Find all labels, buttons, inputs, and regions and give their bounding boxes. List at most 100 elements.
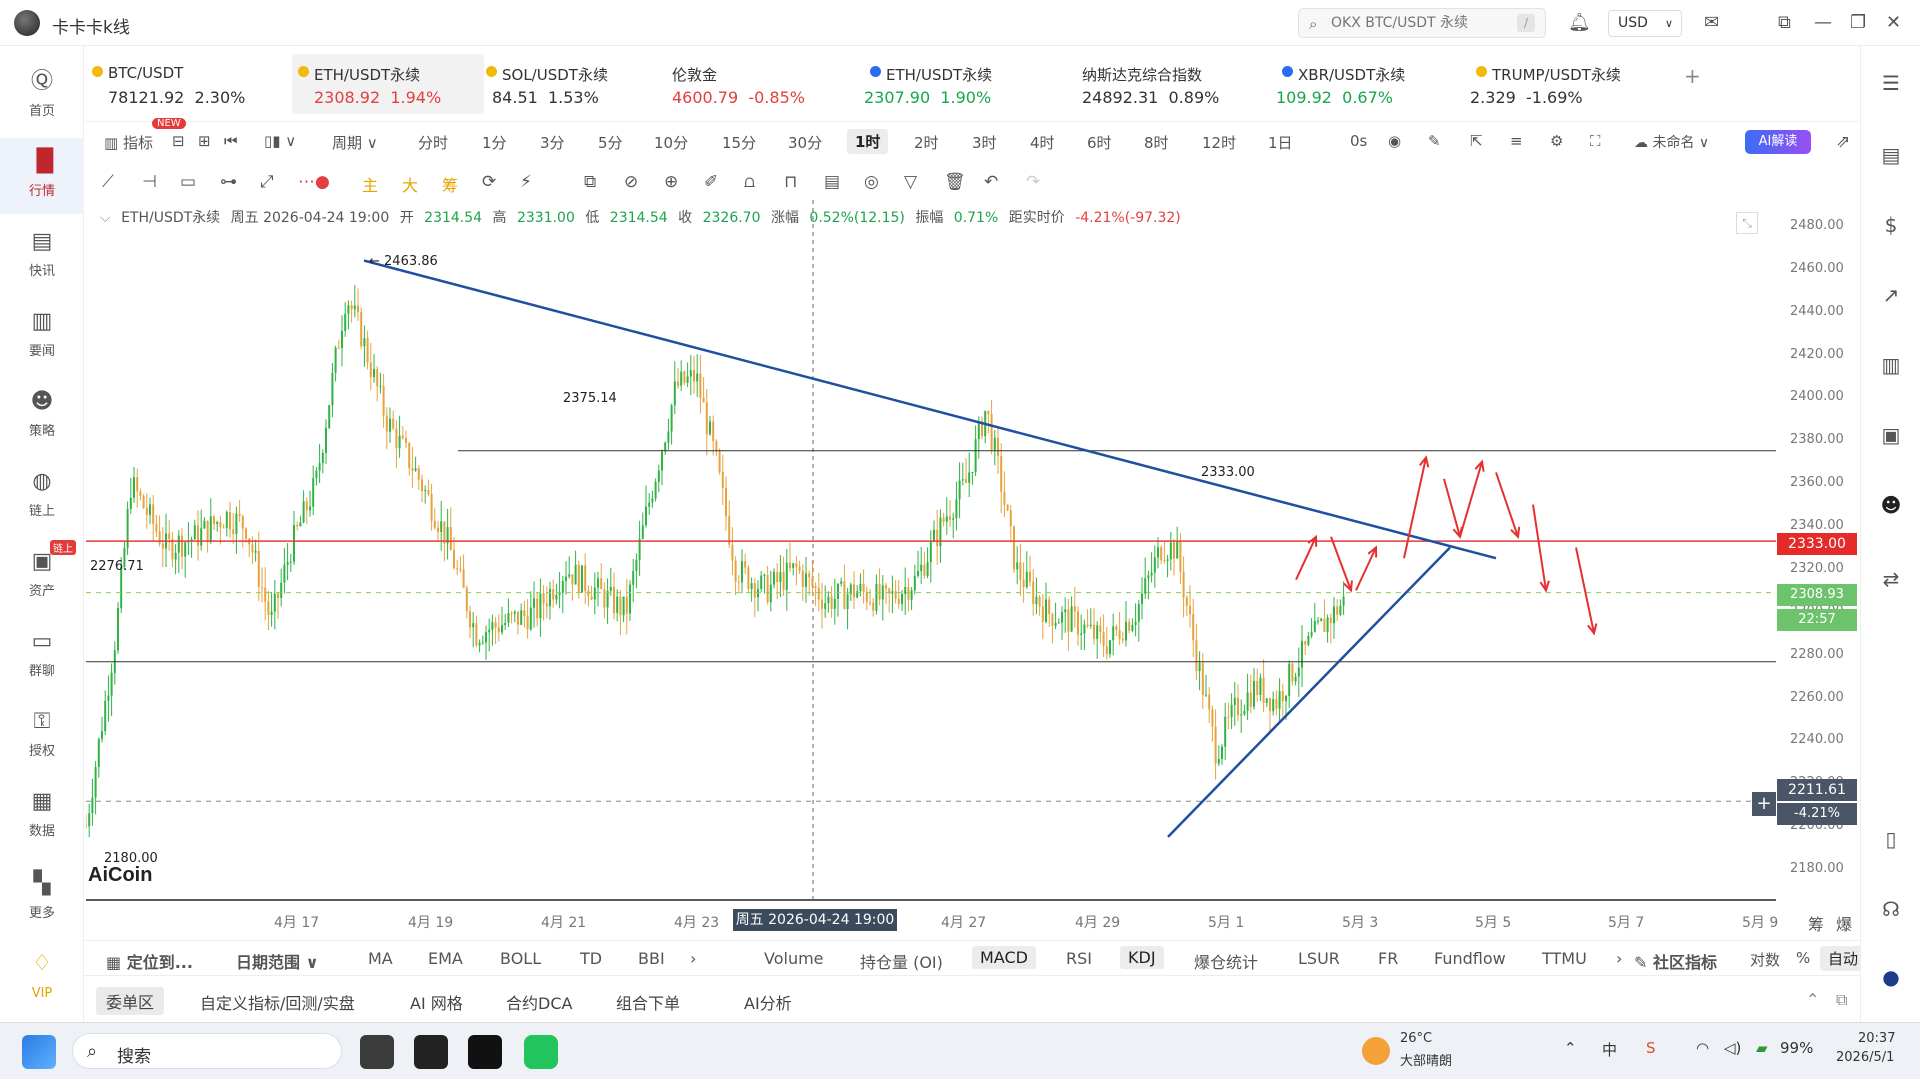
ind-rsi[interactable]: RSI [1066,949,1092,968]
main-chip-tool[interactable]: 主 [362,176,379,195]
tf-15m[interactable]: 15分 [722,134,757,152]
tab-ai-analysis[interactable]: AI分析 [744,994,792,1013]
ind-liquidation[interactable]: 爆仓统计 [1194,953,1259,972]
tf-2h[interactable]: 2时 [914,134,939,152]
tf-3m[interactable]: 3分 [540,134,565,152]
layout-name-dropdown[interactable]: ☁ 未命名 ∨ [1634,135,1710,151]
notes-icon[interactable]: ▤ [1881,143,1901,167]
line-tool-icon[interactable]: ⟋ [102,172,114,192]
chevron-up-icon[interactable]: ⌃ [1564,1039,1577,1057]
tf-1h[interactable]: 1时 [847,129,889,154]
ind-td[interactable]: TD [580,949,603,968]
taskbar-search[interactable]: ⌕ 搜索 [72,1033,342,1069]
arrow-tool-icon[interactable]: ⤢ [260,172,274,192]
chip-axis-label[interactable]: 筹 [1808,915,1825,934]
headset-icon[interactable]: ☊ [1882,897,1900,921]
currency-select[interactable]: USD ∨ [1608,10,1682,37]
ind-ema[interactable]: EMA [428,949,463,968]
add-order-icon[interactable]: + [1752,792,1776,816]
list-icon[interactable]: ≡ [1510,132,1523,150]
sidebar-item-assets[interactable]: 链上 ▣ 资产 [0,538,84,614]
dot-tool-icon[interactable]: ⋯● [298,172,330,192]
watchlist-icon[interactable]: ☰ [1882,71,1900,95]
etf-icon[interactable]: ▣ [1881,423,1901,447]
locate-button[interactable]: ▦ 定位到... [106,953,193,972]
search-input[interactable] [1331,13,1501,33]
brush-icon[interactable]: ✐ [704,172,719,192]
big-tool[interactable]: 大 [402,176,419,195]
tf-5m[interactable]: 5分 [598,134,623,152]
layout-icon[interactable]: ▯ [1885,827,1897,851]
ticker-item[interactable]: 伦敦金 4600.79 -0.85% [672,54,842,114]
trend-icon[interactable]: ↗ [1882,283,1900,307]
period-dropdown[interactable]: 周期 ∨ [332,134,378,152]
community-indicators[interactable]: ✎ 社区指标 [1634,953,1717,972]
popout-panel-icon[interactable]: ⧉ [1836,990,1848,1009]
burst-axis-label[interactable]: 爆 [1836,915,1853,934]
wifi-icon[interactable]: ◠ [1696,1039,1710,1057]
hline-tool-icon[interactable]: ⊣ [142,172,157,192]
redo-icon[interactable]: ↷ [1026,172,1041,192]
chip-tool[interactable]: 筹 [442,176,459,195]
candle-type-icon[interactable]: ▯▮ ∨ [264,132,297,150]
lock-icon[interactable]: ⊓ [784,172,798,192]
export-icon[interactable]: ⇗ [1836,132,1851,152]
tf-1d[interactable]: 1日 [1268,134,1293,152]
mail-icon[interactable]: ✉ [1704,12,1720,33]
arrows-icon[interactable]: ⇄ [1882,567,1900,591]
tab-custom-indicator[interactable]: 自定义指标/回测/实盘 [200,994,355,1013]
ind-fundflow[interactable]: Fundflow [1434,949,1506,968]
ind-macd[interactable]: MACD [972,946,1036,969]
sidebar-item-more[interactable]: ▚ 更多 [0,860,84,936]
aicoin-app-icon[interactable] [468,1035,502,1069]
sidebar-item-chat[interactable]: ▭ 群聊 [0,618,84,694]
ind-fr[interactable]: FR [1378,949,1399,968]
filter-icon[interactable]: ▽ [904,172,918,192]
collapse-up-icon[interactable]: ⌃ [1806,990,1820,1009]
ind-ma[interactable]: MA [368,949,393,968]
robot-icon[interactable]: ☻ [1880,493,1902,517]
dollar-icon[interactable]: $ [1884,213,1898,237]
terminal-icon[interactable] [414,1035,448,1069]
add-ticker-button[interactable]: + [1684,64,1701,88]
hide-icon[interactable]: ◎ [864,172,879,192]
undo-icon[interactable]: ↶ [984,172,999,192]
tf-8h[interactable]: 8时 [1144,134,1169,152]
tab-contract-dca[interactable]: 合约DCA [506,994,573,1013]
search-box[interactable]: ⌕ / [1298,8,1546,38]
copy-icon[interactable]: ⧉ [584,172,597,192]
ind-boll[interactable]: BOLL [500,949,542,968]
sidebar-item-chain[interactable]: ◍ 链上 [0,458,84,534]
ticker-item[interactable]: 纳斯达克综合指数 24892.31 0.89% [1082,54,1262,114]
tab-combo-order[interactable]: 组合下单 [616,994,681,1013]
weather-icon[interactable] [1362,1037,1390,1065]
ind-lsur[interactable]: LSUR [1298,949,1340,968]
minimize-icon[interactable]: — [1814,12,1832,33]
sidebar-item-home[interactable]: Ⓠ 首页 [0,58,84,134]
collapse-icon[interactable]: ⌵ [100,210,111,226]
avatar[interactable] [14,10,40,36]
main-ind-more-icon[interactable]: › [690,949,697,968]
magnet-icon[interactable]: ⩍ [744,172,756,192]
tab-ai-grid[interactable]: AI 网格 [410,994,463,1013]
windows-start-icon[interactable] [22,1035,56,1069]
sidebar-item-vip[interactable]: ♢ VIP [0,940,84,1016]
sidebar-item-strategy[interactable]: ☻ 策略 [0,378,84,454]
sidebar-item-data[interactable]: ▦ 数据 [0,778,84,854]
camera-icon[interactable]: ◉ [1388,132,1402,150]
ticker-item-selected[interactable]: ETH/USDT永续 2308.92 1.94% [292,54,484,114]
wechat-icon[interactable] [524,1035,558,1069]
zoom-icon[interactable]: ⊕ [664,172,679,192]
log-scale-toggle[interactable]: 对数 [1750,951,1781,969]
chart-canvas[interactable]: ← 2463.86 2375.14 2333.00 2276.71 2180.00 [86,200,1776,932]
signal-tool-icon[interactable]: ⚡ [520,172,532,192]
sidebar-item-auth[interactable]: ⚿ 授权 [0,698,84,774]
rect-tool-icon[interactable]: ▭ [180,172,197,192]
sub-ind-more-icon[interactable]: › [1616,949,1623,968]
tf-30m[interactable]: 30分 [788,134,823,152]
sidebar-item-flash[interactable]: ▤ 快讯 [0,218,84,294]
tab-order-area[interactable]: 委单区 [96,987,165,1015]
tf-3h[interactable]: 3时 [972,134,997,152]
file-explorer-icon[interactable] [360,1035,394,1069]
date-range-dropdown[interactable]: 日期范围 ∨ [236,953,319,972]
